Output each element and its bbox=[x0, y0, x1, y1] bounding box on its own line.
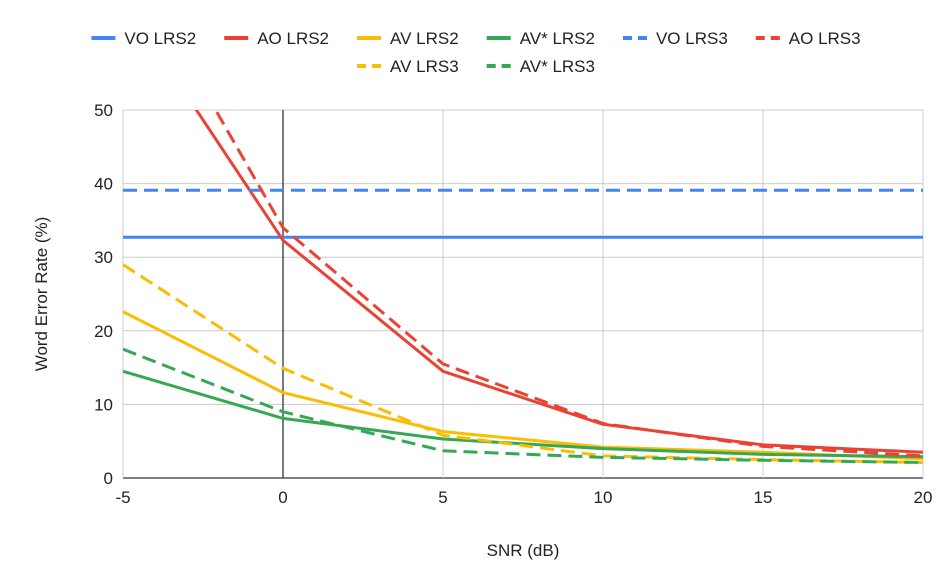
y-tick-label: 50 bbox=[94, 101, 113, 120]
x-tick-label: 10 bbox=[594, 488, 613, 507]
legend-item: AV LRS3 bbox=[357, 57, 459, 76]
legend-label: VO LRS2 bbox=[124, 29, 196, 48]
x-tick-label: 15 bbox=[754, 488, 773, 507]
legend-label: AO LRS3 bbox=[789, 29, 861, 48]
x-tick-label: -5 bbox=[115, 488, 130, 507]
y-tick-label: 20 bbox=[94, 322, 113, 341]
y-tick-label: 0 bbox=[104, 469, 113, 488]
series-line-ao-lrs2 bbox=[194, 110, 923, 454]
legend-item: VO LRS2 bbox=[91, 29, 196, 48]
y-axis-ticks: 0 10 20 30 40 50 bbox=[94, 101, 113, 488]
x-tick-label: 0 bbox=[278, 488, 287, 507]
x-axis-ticks: -5 0 5 10 15 20 bbox=[115, 488, 932, 507]
legend-item: AO LRS2 bbox=[224, 29, 329, 48]
series-line-av-star-lrs2 bbox=[123, 369, 923, 459]
legend-label: AO LRS2 bbox=[257, 29, 329, 48]
legend-item: VO LRS3 bbox=[622, 29, 728, 48]
y-tick-label: 40 bbox=[94, 175, 113, 194]
series-line-av-star-lrs3 bbox=[123, 347, 923, 464]
y-tick-label: 30 bbox=[94, 248, 113, 267]
series-line-av-lrs2 bbox=[123, 310, 923, 461]
legend-item: AV* LRS2 bbox=[486, 29, 595, 48]
legend-label: AV LRS2 bbox=[390, 29, 459, 48]
series-lines bbox=[123, 110, 923, 464]
x-tick-label: 20 bbox=[914, 488, 933, 507]
legend-label: AV* LRS3 bbox=[520, 57, 595, 76]
x-axis-title: SNR (dB) bbox=[487, 541, 560, 560]
x-tick-label: 5 bbox=[438, 488, 447, 507]
legend-label: AV* LRS2 bbox=[520, 29, 595, 48]
legend: VO LRS2 AO LRS2 AV LRS2 AV* LRS2 VO LRS3 AO L… bbox=[91, 29, 861, 76]
legend-label: AV LRS3 bbox=[390, 57, 459, 76]
series-line-av-lrs3 bbox=[123, 263, 923, 464]
legend-item: AV* LRS3 bbox=[486, 57, 595, 76]
y-axis-title: Word Error Rate (%) bbox=[32, 217, 51, 372]
legend-item: AV LRS2 bbox=[357, 29, 459, 48]
series-line-ao-lrs3 bbox=[213, 110, 923, 458]
legend-label: VO LRS3 bbox=[656, 29, 728, 48]
gridlines bbox=[122, 109, 924, 479]
y-tick-label: 10 bbox=[94, 395, 113, 414]
legend-item: AO LRS3 bbox=[755, 29, 861, 48]
